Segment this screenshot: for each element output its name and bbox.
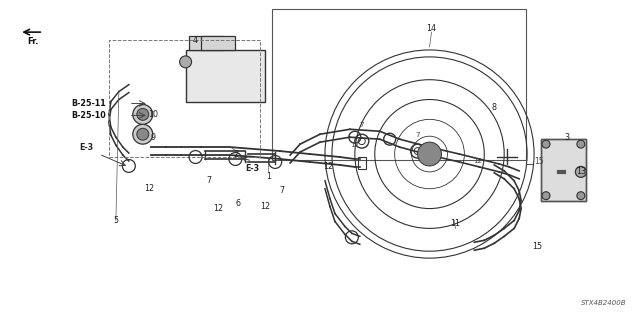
- Text: 7: 7: [360, 122, 364, 128]
- Text: 12: 12: [144, 184, 154, 193]
- Text: 10: 10: [148, 110, 157, 119]
- Circle shape: [180, 56, 191, 68]
- Circle shape: [577, 140, 585, 148]
- Text: 8: 8: [492, 103, 497, 112]
- Text: B-25-10: B-25-10: [71, 111, 106, 120]
- Text: 12: 12: [213, 204, 223, 213]
- Text: E-3: E-3: [79, 143, 93, 152]
- Bar: [358, 157, 366, 169]
- Circle shape: [133, 124, 153, 144]
- Bar: [109, 40, 260, 157]
- Text: 7: 7: [206, 176, 211, 185]
- Circle shape: [133, 105, 153, 124]
- Circle shape: [137, 108, 148, 120]
- Circle shape: [542, 192, 550, 200]
- Circle shape: [417, 142, 442, 166]
- Text: 15: 15: [532, 242, 542, 251]
- Bar: [186, 50, 265, 101]
- Text: Fr.: Fr.: [28, 37, 39, 46]
- Circle shape: [542, 140, 550, 148]
- Text: STX4B2400B: STX4B2400B: [581, 300, 627, 306]
- Circle shape: [137, 128, 148, 140]
- Bar: [541, 139, 586, 201]
- Text: 11: 11: [451, 219, 460, 228]
- Text: 12: 12: [351, 142, 359, 148]
- Text: 6: 6: [236, 199, 241, 208]
- Text: 5: 5: [113, 216, 118, 225]
- Text: 3: 3: [564, 133, 570, 142]
- Text: 7: 7: [280, 186, 285, 195]
- Text: 1: 1: [266, 172, 271, 181]
- Bar: [541, 139, 586, 201]
- Text: E-3: E-3: [245, 164, 259, 174]
- Text: 4: 4: [193, 35, 198, 45]
- Text: 2: 2: [234, 150, 239, 159]
- Text: 9: 9: [150, 133, 156, 142]
- Text: 7: 7: [415, 132, 420, 138]
- Text: 15: 15: [534, 157, 544, 166]
- Bar: [200, 36, 236, 50]
- Text: 14: 14: [426, 24, 436, 33]
- Text: 13: 13: [576, 167, 586, 176]
- Text: 12: 12: [260, 202, 270, 211]
- Circle shape: [577, 192, 585, 200]
- Bar: [272, 9, 526, 160]
- Bar: [189, 36, 223, 50]
- Text: B-25-11: B-25-11: [71, 99, 106, 108]
- Text: 12: 12: [473, 158, 482, 164]
- Circle shape: [575, 167, 586, 177]
- Text: 12: 12: [323, 162, 333, 171]
